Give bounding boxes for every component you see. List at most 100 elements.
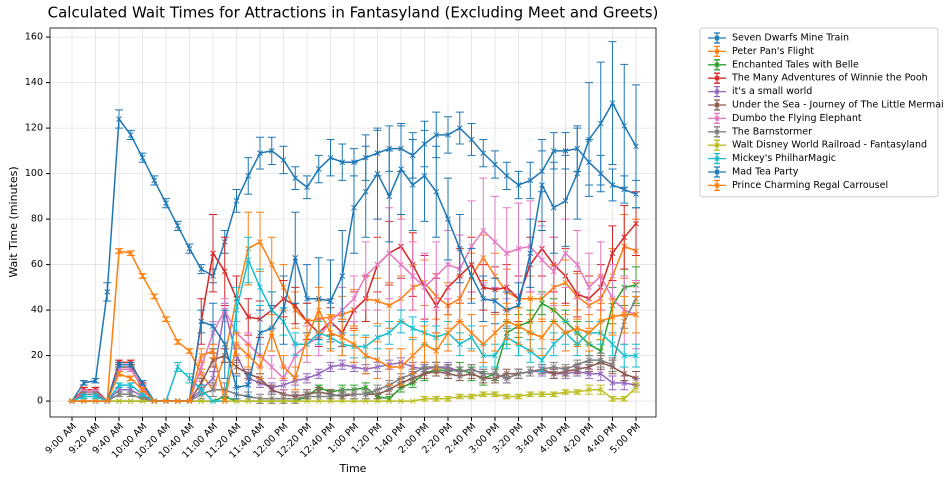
point-marker bbox=[116, 361, 122, 368]
point-marker bbox=[327, 329, 334, 336]
point-marker bbox=[633, 220, 639, 227]
point-marker bbox=[492, 370, 498, 377]
point-marker bbox=[550, 204, 557, 211]
point-marker bbox=[374, 386, 381, 393]
point-marker bbox=[492, 329, 498, 336]
point-marker bbox=[586, 357, 592, 363]
point-marker bbox=[327, 398, 334, 404]
point-marker bbox=[550, 341, 557, 348]
point-marker bbox=[292, 175, 299, 181]
point-marker bbox=[280, 364, 287, 370]
point-marker bbox=[292, 302, 299, 309]
point-marker bbox=[127, 132, 134, 138]
legend-swatch bbox=[708, 85, 726, 98]
point-marker bbox=[574, 170, 581, 177]
point-marker bbox=[327, 154, 334, 161]
point-marker bbox=[421, 284, 428, 291]
point-marker bbox=[268, 329, 275, 336]
point-marker bbox=[351, 295, 357, 302]
point-marker bbox=[456, 393, 463, 400]
point-marker bbox=[621, 380, 628, 386]
legend-label: The Barnstormer bbox=[731, 126, 812, 137]
point-marker bbox=[139, 154, 146, 161]
point-marker bbox=[586, 284, 592, 291]
point-marker bbox=[480, 341, 487, 348]
point-marker bbox=[492, 391, 498, 398]
point-marker bbox=[633, 352, 639, 359]
point-marker bbox=[362, 352, 369, 359]
point-marker bbox=[515, 245, 522, 252]
point-marker bbox=[597, 318, 604, 325]
point-marker bbox=[292, 254, 299, 261]
point-marker bbox=[362, 384, 369, 391]
point-marker bbox=[174, 223, 181, 229]
y-axis-label: Wait Time (minutes) bbox=[7, 166, 20, 277]
point-marker bbox=[116, 370, 122, 377]
point-marker bbox=[127, 250, 134, 257]
point-marker bbox=[339, 398, 346, 404]
point-marker bbox=[456, 245, 463, 252]
point-marker bbox=[539, 357, 545, 363]
point-marker bbox=[621, 370, 628, 377]
point-marker bbox=[609, 182, 616, 188]
point-marker bbox=[550, 370, 557, 377]
point-marker bbox=[257, 398, 263, 404]
point-marker bbox=[386, 398, 393, 404]
point-marker bbox=[621, 311, 628, 318]
point-marker bbox=[550, 268, 557, 275]
point-marker bbox=[245, 398, 252, 404]
point-marker bbox=[362, 188, 369, 195]
point-marker bbox=[633, 384, 639, 391]
point-marker bbox=[550, 318, 557, 325]
point-marker bbox=[163, 316, 169, 323]
point-marker bbox=[609, 361, 616, 368]
legend-label: Peter Pan's Flight bbox=[732, 46, 814, 57]
point-marker bbox=[480, 391, 487, 398]
point-marker bbox=[245, 257, 252, 263]
legend-label: Mickey's PhilharMagic bbox=[732, 153, 836, 164]
point-marker bbox=[257, 150, 263, 156]
point-marker bbox=[445, 395, 451, 402]
point-marker bbox=[245, 173, 252, 179]
point-marker bbox=[280, 398, 287, 404]
point-marker bbox=[198, 386, 205, 393]
point-marker bbox=[621, 234, 628, 241]
point-marker bbox=[386, 364, 393, 370]
point-marker bbox=[339, 391, 346, 398]
point-marker bbox=[586, 370, 592, 377]
point-marker bbox=[445, 329, 451, 336]
point-marker bbox=[257, 364, 263, 370]
point-marker bbox=[609, 380, 616, 386]
point-marker bbox=[139, 273, 146, 279]
point-marker bbox=[186, 348, 193, 354]
point-marker bbox=[186, 245, 193, 252]
point-marker bbox=[550, 147, 557, 154]
point-marker bbox=[139, 380, 146, 386]
legend-label: Under the Sea - Journey of The Little Me… bbox=[732, 100, 944, 111]
point-marker bbox=[609, 341, 616, 348]
series bbox=[68, 286, 640, 404]
point-marker bbox=[456, 368, 463, 375]
point-marker bbox=[304, 295, 310, 302]
point-marker bbox=[151, 398, 158, 404]
point-marker bbox=[245, 352, 252, 359]
point-marker bbox=[198, 398, 205, 404]
point-marker bbox=[586, 136, 592, 143]
y-tick-label: 60 bbox=[31, 259, 43, 270]
y-tick-label: 0 bbox=[37, 396, 43, 407]
point-marker bbox=[280, 307, 287, 313]
point-marker bbox=[304, 334, 310, 341]
point-marker bbox=[374, 334, 381, 341]
point-marker bbox=[374, 170, 381, 177]
point-marker bbox=[374, 261, 381, 268]
legend-swatch bbox=[708, 139, 726, 151]
point-marker bbox=[104, 398, 111, 404]
point-marker bbox=[374, 398, 381, 404]
point-marker bbox=[468, 329, 475, 336]
point-marker bbox=[80, 380, 87, 386]
point-marker bbox=[69, 398, 75, 404]
point-marker bbox=[221, 398, 228, 404]
point-marker bbox=[233, 341, 240, 348]
point-marker bbox=[116, 398, 122, 404]
point-marker bbox=[198, 318, 205, 325]
